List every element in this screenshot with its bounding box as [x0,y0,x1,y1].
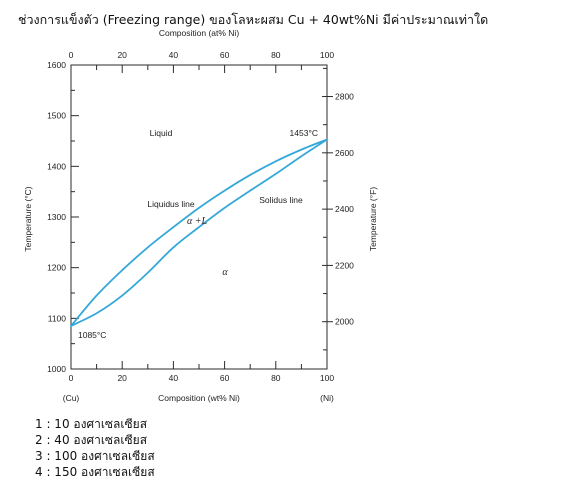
x-tick-label: 80 [271,373,281,383]
answer-option-4: 4 : 150 องศาเซลเซียส [35,465,155,479]
x-tick-label: 40 [169,373,179,383]
x-top-tick-label: 20 [117,50,127,60]
alpha-plus-liquid-region-label: α +L [187,216,207,227]
x-tick-label: 60 [220,373,230,383]
y-tick-label: 1200 [47,263,66,273]
y-tick-label: 1500 [47,111,66,121]
liquidus-line-label: Liquidus line [147,199,195,209]
y-tick-label: 1300 [47,212,66,222]
solidus-line-label: Solidus line [259,195,303,205]
x-top-tick-label: 80 [271,50,281,60]
question-text: ช่วงการแข็งตัว (Freezing range) ของโลหะผ… [18,12,489,27]
answer-option-1: 1 : 10 องศาเซลเซียส [35,417,148,431]
answer-options: 1 : 10 องศาเซลเซียส 2 : 40 องศาเซลเซียส … [35,416,155,480]
x-top-axis-label: Composition (at% Ni) [159,28,239,38]
y-right-tick-label: 2400 [335,204,354,214]
x-end-label-cu: (Cu) [63,393,80,403]
y-right-tick-label: 2600 [335,148,354,158]
x-tick-label: 0 [69,373,74,383]
x-top-tick-label: 40 [169,50,179,60]
y-tick-label: 1600 [47,60,66,70]
x-tick-label: 100 [320,373,334,383]
solidus-line-curve [70,138,328,327]
y-axis-label: Temperature (°C) [23,186,33,251]
alpha-region-label: α [222,267,228,278]
y-right-tick-label: 2800 [335,92,354,102]
answer-option-3: 3 : 100 องศาเซลเซียส [35,449,155,463]
y-right-tick-label: 2000 [335,317,354,327]
cu-melting-point-label: 1085°C [78,330,106,340]
liquid-region-label: Liquid [150,128,173,138]
y-tick-label: 1100 [48,313,67,323]
liquidus-line-curve [70,138,328,327]
y-tick-label: 1000 [47,364,66,374]
x-end-label-ni: (Ni) [320,393,334,403]
x-top-tick-label: 60 [220,50,230,60]
x-top-tick-label: 0 [69,50,74,60]
y-tick-label: 1400 [47,161,66,171]
x-tick-label: 20 [117,373,127,383]
y-right-axis-label: Temperature (°F) [368,187,378,252]
answer-option-2: 2 : 40 องศาเซลเซียส [35,433,148,447]
x-axis-label: Composition (wt% Ni) [158,393,240,403]
y-right-tick-label: 2200 [335,260,354,270]
x-top-tick-label: 100 [320,50,334,60]
ni-melting-point-label: 1453°C [290,128,318,138]
